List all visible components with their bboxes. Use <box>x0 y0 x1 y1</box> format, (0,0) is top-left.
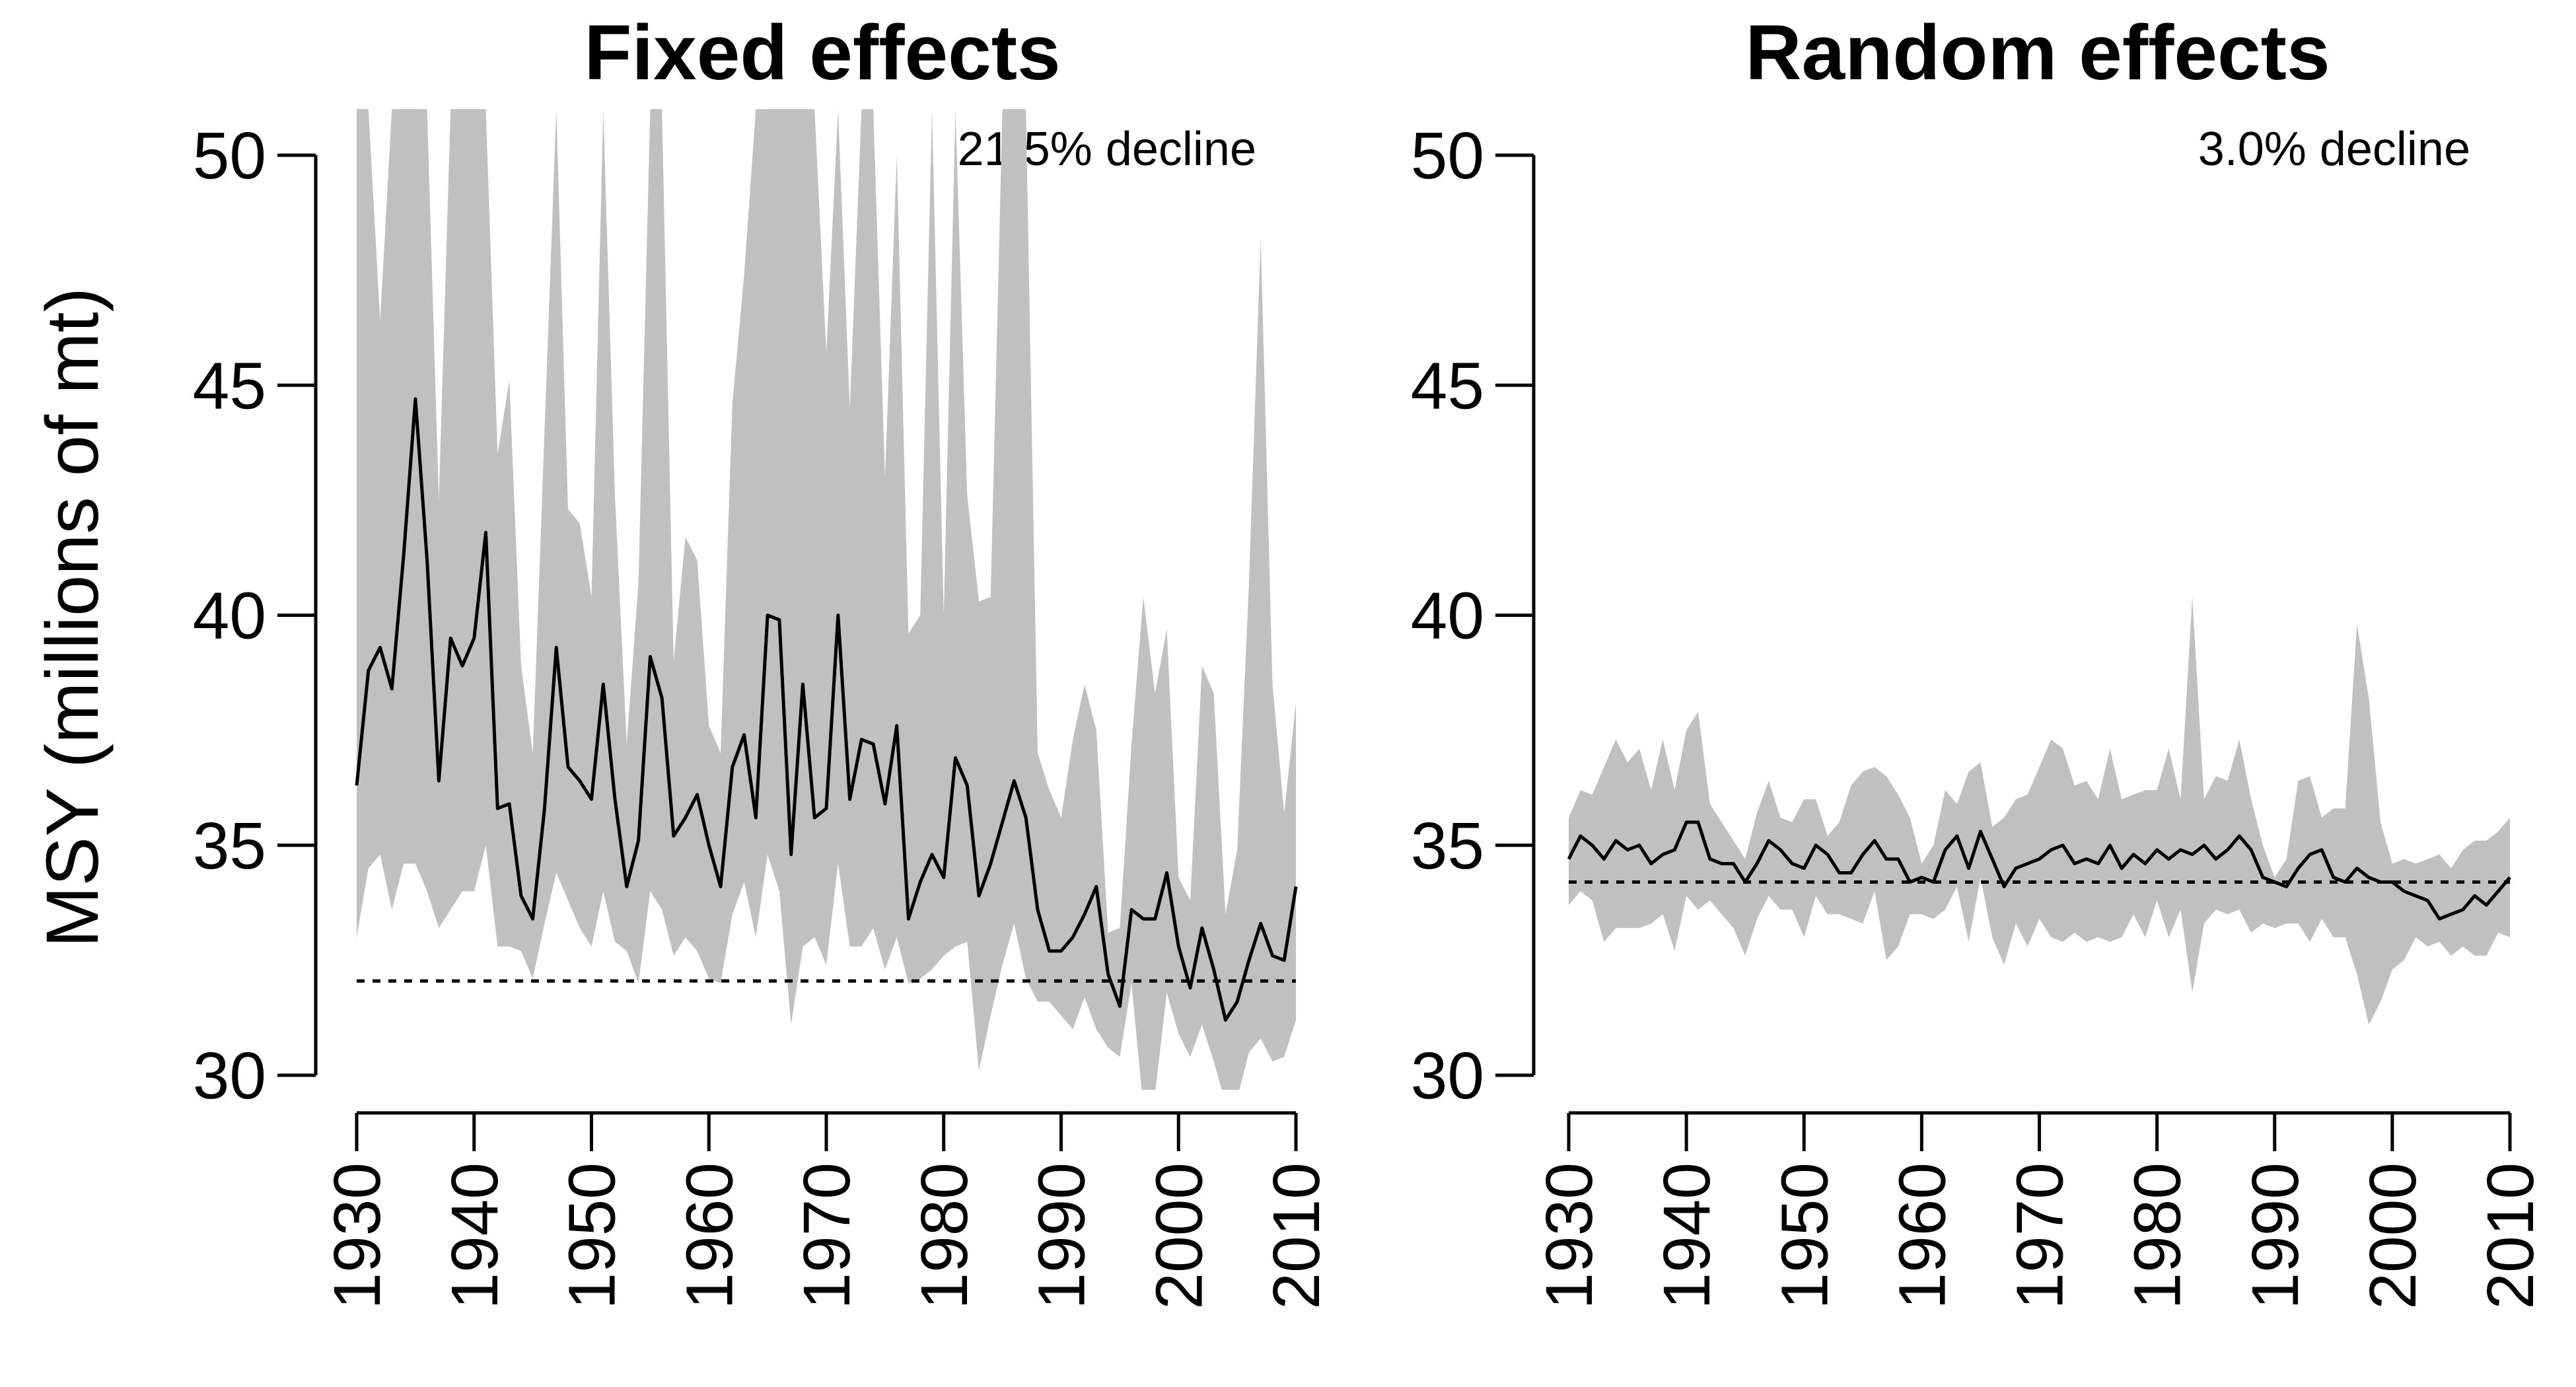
x-tick-label: 1960 <box>1885 1162 1959 1309</box>
y-tick-label: 35 <box>193 809 266 883</box>
y-tick-label: 40 <box>193 579 266 653</box>
y-tick-label: 45 <box>1411 349 1484 423</box>
panel-title: Fixed effects <box>584 9 1060 96</box>
x-tick-label: 1930 <box>320 1162 394 1309</box>
x-tick-label: 1940 <box>438 1162 512 1309</box>
x-tick-label: 2000 <box>2356 1162 2430 1309</box>
x-tick-label: 1950 <box>1768 1162 1842 1309</box>
x-tick-label: 1970 <box>790 1162 864 1309</box>
decline-annotation: 3.0% decline <box>2198 123 2470 176</box>
y-tick-label: 50 <box>193 119 266 193</box>
series-line-layer <box>1567 820 2511 921</box>
x-tick-label: 1990 <box>1025 1162 1099 1309</box>
y-tick-label: 40 <box>1411 579 1484 653</box>
y-tick-label: 50 <box>1411 119 1484 193</box>
y-tick-label: 30 <box>1411 1039 1484 1113</box>
x-tick-label: 2000 <box>1142 1162 1216 1309</box>
x-tick-label: 1980 <box>908 1162 982 1309</box>
confidence-band <box>1569 596 2510 1025</box>
x-tick-label: 1990 <box>2238 1162 2312 1309</box>
y-tick-label: 45 <box>193 349 266 423</box>
axes-layer: 30 35 40 45 50 1930 1940 1950 1960 1970 1980 1990 20… <box>193 119 1334 1309</box>
axes-layer: 30 35 40 45 50 1930 1940 1950 1960 1970 1980 1990 20… <box>1411 119 2548 1309</box>
fixed-effects-panel: Fixed effects MSY (millions of mt) 21.5%… <box>31 9 1334 1309</box>
series-line-layer <box>355 397 1298 1022</box>
estimate-line <box>1567 820 2511 921</box>
y-tick-label: 30 <box>193 1039 266 1113</box>
y-tick-label: 35 <box>1411 809 1484 883</box>
y-axis-label: MSY (millions of mt) <box>31 287 114 948</box>
estimate-line <box>355 397 1298 1022</box>
x-tick-label: 1940 <box>1650 1162 1724 1309</box>
x-tick-label: 2010 <box>2474 1162 2548 1309</box>
x-tick-label: 1970 <box>2003 1162 2077 1309</box>
x-tick-label: 1950 <box>555 1162 629 1309</box>
confidence-band-layer <box>357 109 1296 1090</box>
x-tick-label: 1930 <box>1532 1162 1606 1309</box>
confidence-band <box>357 109 1296 1090</box>
x-tick-label: 2010 <box>1260 1162 1334 1309</box>
random-effects-panel: Random effects 3.0% decline 30 35 40 45 50 19… <box>1411 9 2548 1309</box>
confidence-band-layer <box>1569 596 2510 1025</box>
x-tick-label: 1980 <box>2121 1162 2195 1309</box>
x-tick-label: 1960 <box>672 1162 746 1309</box>
panel-title: Random effects <box>1745 9 2330 96</box>
